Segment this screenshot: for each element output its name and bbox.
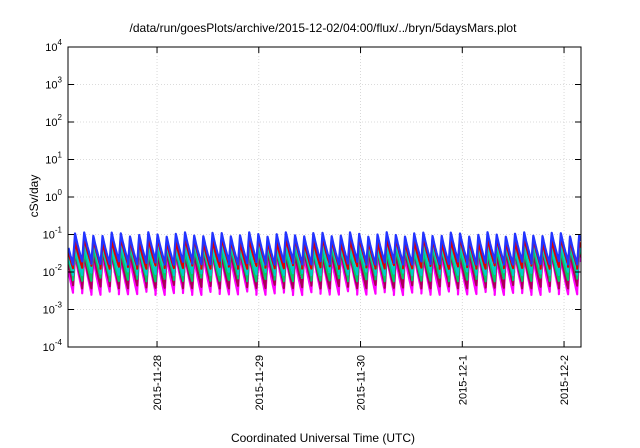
series-line [67, 231, 582, 266]
chart-title: /data/run/goesPlots/archive/2015-12-02/0… [130, 21, 518, 35]
grid [68, 47, 581, 347]
y-tick-label: 104 [45, 38, 62, 54]
plot-area [67, 231, 582, 297]
x-tick-label: 2015-11-29 [254, 355, 266, 410]
y-tick-label: 101 [45, 151, 62, 167]
series-line [67, 241, 582, 277]
y-tick-label: 100 [45, 188, 62, 204]
x-tick-label: 2015-11-30 [356, 355, 368, 410]
y-tick-label: 103 [45, 76, 62, 92]
x-tick-label: 2015-11-28 [152, 355, 164, 410]
plot-frame [67, 46, 582, 348]
y-tick-label: 10-3 [43, 301, 63, 317]
x-tick-label: 2015-12-2 [559, 355, 571, 405]
x-tick-label: 2015-12-1 [457, 355, 469, 405]
y-axis-label: cSv/day [27, 175, 41, 218]
y-tick-label: 10-2 [43, 263, 63, 279]
series-line [67, 249, 582, 290]
x-axis: 2015-11-28 2015-11-29 2015-11-30 2015-12-1 2… [152, 47, 571, 410]
x-axis-label: Coordinated Universal Time (UTC) [231, 431, 415, 445]
series-line [67, 245, 582, 283]
y-tick-label: 10-4 [43, 338, 63, 354]
y-axis: 10-4 10-3 10-2 10-1 100 101 102 103 104 [43, 38, 581, 354]
y-tick-label: 102 [45, 113, 62, 129]
y-tick-label: 10-1 [43, 226, 63, 242]
